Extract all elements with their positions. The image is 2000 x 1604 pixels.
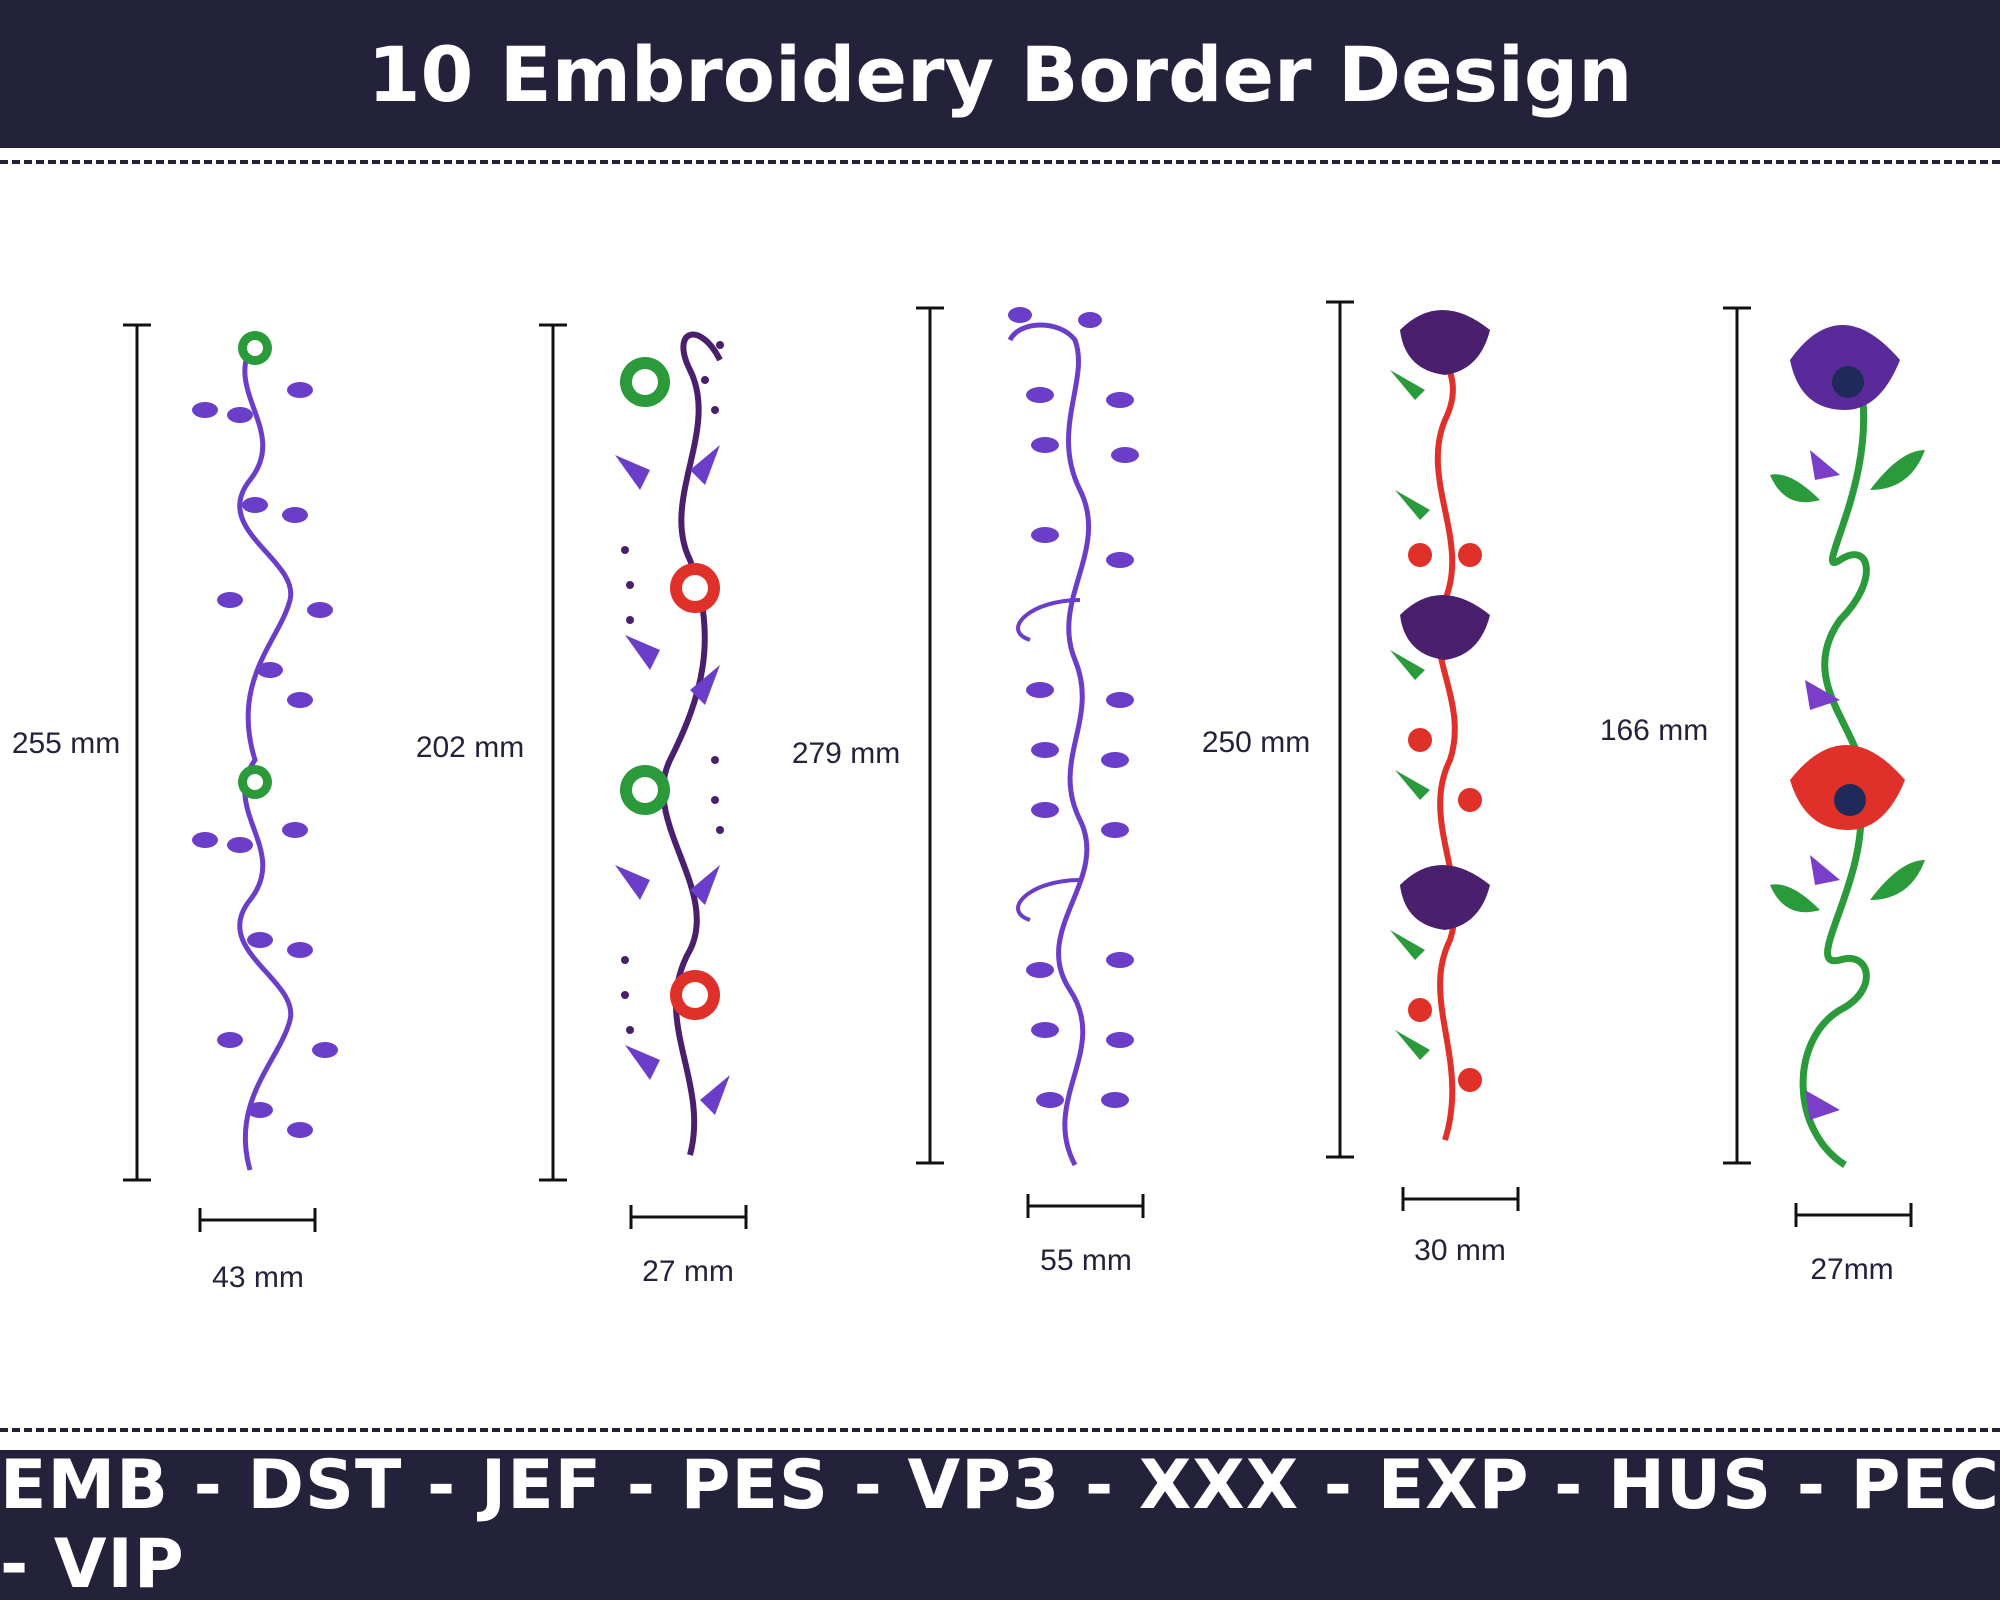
design-4-artwork [1390,310,1490,1141]
bottom-dashed-divider [0,1428,2000,1432]
dimension-lines [123,300,1913,1232]
design-5-width-label: 27mm [1810,1253,1894,1286]
title-banner: 10 Embroidery Border Design [0,0,2000,148]
formats-banner: EMB - DST - JEF - PES - VP3 - XXX - EXP … [0,1446,2000,1604]
top-dashed-divider [0,160,2000,164]
design-1-artwork [192,331,338,1171]
page-title: 10 Embroidery Border Design [367,29,1633,119]
design-2-width-label: 27 mm [642,1255,734,1288]
design-3-artwork [1007,307,1139,1167]
design-3-height-label: 279 mm [791,737,901,770]
file-formats-list: EMB - DST - JEF - PES - VP3 - XXX - EXP … [0,1446,2000,1604]
design-1-width-label: 43 mm [212,1261,304,1294]
design-5-artwork [1770,325,1925,1168]
design-4-height-label: 250 mm [1201,726,1311,759]
design-5-height-label: 166 mm [1599,714,1709,747]
design-1-height-label: 255 mm [11,727,121,760]
design-4-width-label: 30 mm [1414,1234,1506,1267]
design-2-height-label: 202 mm [415,731,525,764]
design-2-artwork [615,331,730,1156]
design-3-width-label: 55 mm [1040,1244,1132,1277]
